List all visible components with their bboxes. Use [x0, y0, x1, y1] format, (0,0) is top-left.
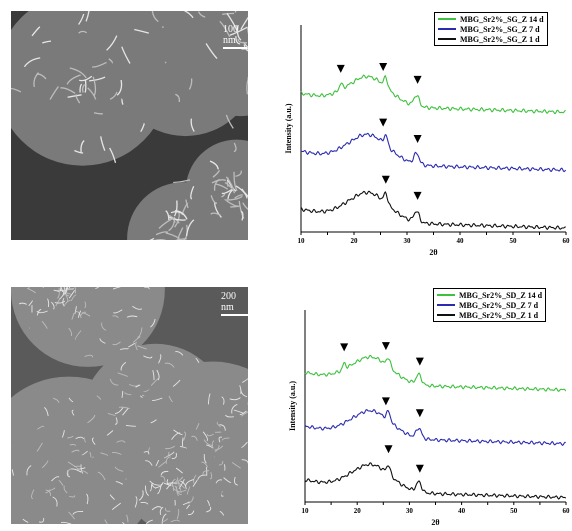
- legend-label: MBG_Sr2%_SD_Z 1 d: [459, 310, 539, 320]
- series-line: [300, 190, 566, 230]
- legend-swatch: [437, 304, 455, 306]
- legend-swatch: [438, 18, 456, 20]
- legend-top: MBG_Sr2%_SG_Z 14 d MBG_Sr2%_SG_Z 7 d MBG…: [434, 12, 548, 46]
- legend-label: MBG_Sr2%_SG_Z 7 d: [460, 24, 540, 34]
- series-line: [304, 408, 566, 447]
- legend-label: MBG_Sr2%_SD_Z 14 d: [459, 290, 543, 300]
- x-tick-label: 50: [510, 237, 518, 245]
- peak-marker: [336, 64, 345, 73]
- x-tick-label: 20: [354, 507, 362, 515]
- x-tick-label: 40: [457, 237, 465, 245]
- x-tick-label: 30: [406, 507, 414, 515]
- xrd-chart-top-svg: 10 20 30 40 50 60 2θ Intensity (a.u.): [284, 25, 571, 257]
- scale-bar-label-top: 100 nm: [223, 24, 238, 46]
- x-tick-label: 10: [302, 507, 310, 515]
- series-line: [304, 354, 567, 392]
- x-tick-label: 60: [563, 507, 571, 515]
- peak-marker: [381, 175, 390, 184]
- x-tick-label: 20: [351, 237, 359, 245]
- legend-label: MBG_Sr2%_SG_Z 14 d: [460, 14, 544, 24]
- series-line: [301, 132, 567, 173]
- x-tick-label: 10: [298, 237, 306, 245]
- x-tick-label: 50: [510, 507, 518, 515]
- series-line: [300, 74, 566, 114]
- x-axis-label: 2θ: [431, 518, 439, 527]
- legend-item: MBG_Sr2%_SG_Z 7 d: [438, 24, 544, 34]
- peak-marker: [381, 342, 390, 351]
- legend-bottom: MBG_Sr2%_SD_Z 14 d MBG_Sr2%_SD_Z 7 d MBG…: [433, 288, 547, 322]
- sem-image-bottom-texture: [11, 287, 248, 524]
- scale-bar-bottom: 200 nm: [221, 291, 248, 316]
- legend-label: MBG_Sr2%_SG_Z 1 d: [460, 34, 540, 44]
- x-tick-label: 40: [458, 507, 466, 515]
- legend-item: MBG_Sr2%_SD_Z 7 d: [437, 300, 542, 310]
- peak-marker: [340, 343, 349, 352]
- y-axis-label: Intensity (a.u.): [284, 103, 293, 153]
- series-line: [304, 462, 567, 500]
- y-axis-label: Intensity (a.u.): [288, 381, 297, 431]
- legend-item: MBG_Sr2%_SD_Z 14 d: [437, 290, 542, 300]
- sem-image-top-texture: [11, 11, 248, 240]
- peak-marker: [413, 191, 422, 200]
- sem-image-top: 100 nm: [11, 11, 248, 240]
- legend-item: MBG_Sr2%_SG_Z 14 d: [438, 14, 544, 24]
- sem-particle: [162, 11, 248, 117]
- scale-bar-label-bottom: 200 nm: [221, 291, 236, 313]
- sem-image-bottom: 200 nm: [11, 287, 248, 524]
- legend-label: MBG_Sr2%_SD_Z 7 d: [459, 300, 539, 310]
- legend-item: MBG_Sr2%_SG_Z 1 d: [438, 34, 544, 44]
- scale-bar-line-top: [223, 47, 247, 49]
- peak-marker: [381, 397, 390, 406]
- peak-marker: [379, 62, 388, 71]
- peak-marker: [415, 357, 424, 366]
- peak-marker: [379, 118, 388, 127]
- scale-bar-line-bottom: [221, 314, 248, 316]
- peak-marker: [415, 464, 424, 473]
- scale-bar-top: 100 nm: [223, 24, 248, 49]
- legend-swatch: [438, 38, 456, 40]
- sem-particle: [14, 287, 113, 342]
- x-tick-label: 60: [563, 237, 571, 245]
- legend-swatch: [437, 314, 455, 316]
- peak-marker: [415, 409, 424, 418]
- sem-particle: [127, 182, 240, 240]
- peak-marker: [384, 445, 393, 454]
- x-tick-label: 30: [404, 237, 412, 245]
- sem-particle: [126, 431, 223, 524]
- legend-swatch: [437, 294, 455, 296]
- xrd-chart-top: 10 20 30 40 50 60 2θ Intensity (a.u.): [0, 0, 572, 265]
- x-axis-label: 2θ: [429, 248, 437, 257]
- peak-marker: [413, 75, 422, 84]
- peak-marker: [413, 134, 422, 143]
- legend-item: MBG_Sr2%_SD_Z 1 d: [437, 310, 542, 320]
- legend-swatch: [438, 28, 456, 30]
